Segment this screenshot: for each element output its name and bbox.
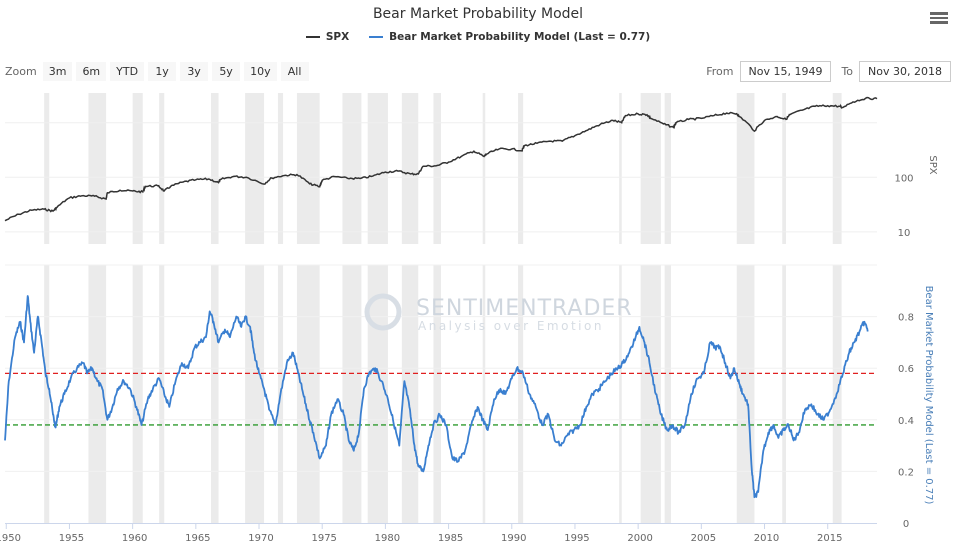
- zoom-button-all[interactable]: All: [280, 62, 309, 81]
- model-y-tick-label: 0.2: [898, 467, 914, 478]
- shaded-period: [44, 93, 50, 244]
- shaded-period: [245, 93, 265, 244]
- shaded-period: [88, 93, 107, 244]
- x-tick-label: 2005: [691, 533, 716, 544]
- shaded-period: [664, 265, 672, 523]
- x-tick-label: 2015: [817, 533, 842, 544]
- zoom-button-6m[interactable]: 6m: [76, 62, 107, 81]
- shaded-period: [210, 265, 219, 523]
- legend-item-bear-model[interactable]: Bear Market Probability Model (Last = 0.…: [369, 31, 650, 43]
- from-date-input[interactable]: Nov 15, 1949: [739, 61, 832, 82]
- from-label: From: [706, 65, 734, 78]
- spx-y-tick-label: 10: [898, 228, 911, 239]
- x-tick-label: 1970: [248, 533, 273, 544]
- x-tick-label: 1950: [0, 533, 21, 544]
- legend-item-spx[interactable]: SPX: [305, 31, 350, 43]
- shaded-period: [664, 93, 672, 244]
- spx-axis-title: SPX: [927, 155, 938, 174]
- shaded-period: [132, 265, 143, 523]
- shaded-period: [832, 93, 842, 244]
- shaded-period: [245, 265, 265, 523]
- model-y-tick-label: 0.8: [898, 313, 914, 324]
- x-tick-label: 2010: [754, 533, 779, 544]
- axes: 1950 1955 1960 1965 1970 1975 1980 1985 1990 1995…: [0, 173, 914, 544]
- shaded-period: [159, 265, 165, 523]
- zoom-button-3y[interactable]: 3y: [180, 62, 209, 81]
- shaded-period: [433, 93, 441, 244]
- spx-y-tick-label: 100: [894, 173, 913, 184]
- shaded-period: [518, 93, 524, 244]
- zoom-label: Zoom: [5, 65, 37, 78]
- watermark-main: SENTIMENTRADER: [416, 296, 633, 321]
- shaded-period: [342, 265, 362, 523]
- zoom-button-3m[interactable]: 3m: [42, 62, 73, 81]
- shaded-period: [401, 93, 419, 244]
- legend: SPX Bear Market Probability Model (Last …: [0, 31, 956, 43]
- shaded-period: [367, 93, 388, 244]
- shaded-period: [44, 265, 50, 523]
- shaded-period: [88, 265, 107, 523]
- shaded-period: [640, 265, 661, 523]
- shaded-period: [401, 265, 419, 523]
- shaded-period: [619, 265, 622, 523]
- legend-label-spx: SPX: [325, 31, 350, 43]
- shaded-period: [210, 93, 219, 244]
- x-tick-label: 1965: [185, 533, 210, 544]
- x-tick-label: 1960: [122, 533, 147, 544]
- watermark-logo-icon: [364, 293, 402, 331]
- model-y-tick-label: 0.4: [898, 416, 914, 427]
- x-tick-label: 1980: [375, 533, 400, 544]
- x-tick-label: 2000: [627, 533, 652, 544]
- shaded-period: [782, 265, 787, 523]
- shaded-period: [433, 265, 441, 523]
- shaded-period: [736, 93, 755, 244]
- shaded-period: [736, 265, 755, 523]
- reference-lines: [5, 372, 877, 426]
- x-tick-label: 1985: [438, 533, 463, 544]
- date-range: From Nov 15, 1949 To Nov 30, 2018: [706, 61, 951, 82]
- shaded-period: [619, 93, 622, 244]
- gridlines: [5, 122, 877, 472]
- bear-model-line: [4, 295, 869, 499]
- model-y-tick-label: 0.6: [898, 364, 914, 375]
- shaded-period: [132, 93, 143, 244]
- zoom-bar: Zoom 3m 6m YTD 1y 3y 5y 10y All: [5, 62, 309, 81]
- shaded-period: [277, 93, 284, 244]
- zoom-button-ytd[interactable]: YTD: [110, 62, 145, 81]
- zoom-button-1y[interactable]: 1y: [148, 62, 177, 81]
- hamburger-menu-icon[interactable]: [930, 10, 948, 26]
- x-tick-label: 1990: [501, 533, 526, 544]
- series: [4, 96, 878, 499]
- bear-model-axis-title: Bear Market Probability Model (Last = 0.…: [923, 286, 934, 505]
- zoom-button-5y[interactable]: 5y: [212, 62, 241, 81]
- shaded-period: [296, 93, 320, 244]
- x-tick-label: 1955: [59, 533, 84, 544]
- x-tick-label: 1995: [564, 533, 589, 544]
- shaded-period: [159, 93, 165, 244]
- watermark: SENTIMENTRADER Analysis over Emotion: [364, 293, 633, 333]
- to-label: To: [841, 65, 854, 78]
- chart-title: Bear Market Probability Model: [372, 6, 584, 22]
- legend-swatch-bear-model: [369, 36, 384, 38]
- to-date-input[interactable]: Nov 30, 2018: [859, 61, 951, 82]
- legend-swatch-spx: [305, 36, 320, 38]
- shaded-period: [640, 93, 661, 244]
- shaded-period: [482, 265, 486, 523]
- shaded-period: [518, 265, 524, 523]
- shaded-period: [296, 265, 320, 523]
- shaded-period: [342, 93, 362, 244]
- model-y-tick-label: 0: [903, 519, 909, 530]
- x-tick-label: 1975: [311, 533, 336, 544]
- watermark-sub: Analysis over Emotion: [418, 319, 604, 333]
- shaded-period: [782, 93, 787, 244]
- legend-label-bear-model: Bear Market Probability Model (Last = 0.…: [389, 31, 651, 43]
- shaded-period: [482, 93, 486, 244]
- zoom-button-10y[interactable]: 10y: [244, 62, 277, 81]
- spx-line: [4, 96, 878, 222]
